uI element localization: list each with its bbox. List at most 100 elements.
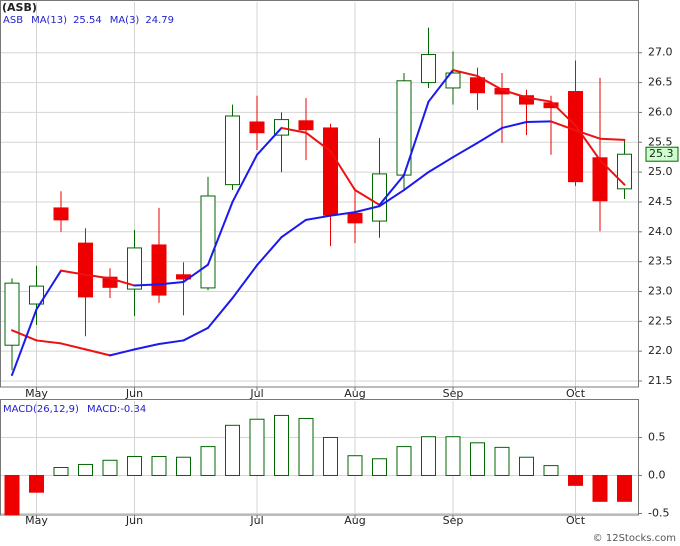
- macd-bar: [225, 424, 240, 476]
- macd-bar: [421, 436, 436, 476]
- macd-bar: [323, 436, 338, 476]
- ma-line-segment: [403, 100, 430, 177]
- y-tick-label: 24.0: [648, 225, 673, 238]
- ma-line-segment: [427, 156, 454, 174]
- footer: © 12Stocks.com: [593, 533, 676, 544]
- x-tick-label: Sep: [443, 514, 464, 527]
- plot-frame: [0, 399, 639, 516]
- y-tick-label: -0.5: [648, 506, 669, 519]
- ma-line-segment: [109, 348, 136, 357]
- ma-line-segment: [207, 297, 234, 329]
- ma-line-segment: [378, 174, 405, 206]
- macd-bar: [396, 446, 412, 476]
- y-tick-label: 22.0: [648, 344, 673, 357]
- y-tick-label: 23.0: [648, 284, 673, 297]
- candle-body: [78, 242, 93, 298]
- candle-body: [592, 157, 608, 202]
- ma-line-segment: [550, 100, 577, 127]
- legend-value: 25.54: [73, 15, 102, 26]
- ma-line-segment: [231, 153, 258, 203]
- candle-body: [151, 244, 167, 296]
- x-tick-label: Jun: [125, 387, 143, 400]
- ma-line-segment: [525, 120, 552, 123]
- legend: MACD(26,12,9) MACD:-0.34: [3, 404, 146, 415]
- ma-line-segment: [280, 126, 307, 134]
- candle-body: [200, 195, 216, 289]
- x-tick-label: May: [25, 387, 48, 400]
- ma-line-segment: [476, 75, 503, 91]
- ma-line-segment: [305, 131, 332, 153]
- macd-bar: [249, 418, 265, 476]
- ma-line-segment: [11, 308, 38, 377]
- macd-bar: [176, 456, 191, 476]
- legend-symbol: ASB: [3, 15, 23, 26]
- candle-body: [225, 115, 240, 186]
- y-tick-label: 24.5: [648, 195, 673, 208]
- y-tick-label: 0.5: [648, 430, 666, 443]
- macd-bar: [568, 474, 583, 486]
- candle-body: [323, 127, 338, 216]
- macd-bar: [4, 474, 20, 516]
- ma-line-segment: [574, 124, 601, 162]
- ma-line-segment: [354, 205, 381, 214]
- macd-bar: [127, 455, 142, 476]
- ma-line-segment: [354, 189, 381, 206]
- macd-bar: [519, 456, 534, 476]
- plot-frame: [0, 0, 639, 388]
- ma-line-segment: [305, 214, 332, 221]
- macd-bar: [494, 446, 510, 476]
- ma-line-segment: [109, 277, 136, 287]
- ma-line-segment: [231, 264, 258, 300]
- price-box: [645, 146, 679, 162]
- x-tick-label: Aug: [344, 387, 365, 400]
- legend-name: MA(3): [110, 15, 140, 26]
- y-tick-label: 26.0: [648, 105, 673, 118]
- macd-bar: [445, 436, 461, 476]
- ma-line-segment: [35, 339, 62, 345]
- price-label: 25.3: [649, 147, 674, 160]
- macd-bar: [617, 474, 632, 502]
- candle-body: [421, 54, 436, 84]
- ma-line-segment: [158, 280, 185, 286]
- x-tick-label: Sep: [443, 387, 464, 400]
- y-tick-label: 25.0: [648, 165, 673, 178]
- x-tick-label: Aug: [344, 514, 365, 527]
- ma-line-segment: [60, 342, 87, 351]
- ma-line-segment: [158, 339, 185, 346]
- macd-bar: [274, 414, 289, 476]
- macd-bar: [29, 474, 44, 493]
- candle-body: [4, 282, 20, 346]
- legend: ASB MA(13) 25.54 MA(3) 24.79: [3, 15, 174, 26]
- ma-line-segment: [182, 263, 209, 283]
- x-tick-label: Oct: [566, 387, 586, 400]
- macd-bar: [372, 458, 387, 476]
- candle-body: [298, 120, 314, 131]
- x-tick-label: Jun: [125, 514, 143, 527]
- legend-name: MA(13): [31, 15, 67, 26]
- y-tick-label: 26.5: [648, 76, 673, 89]
- ma-line-segment: [378, 189, 405, 208]
- y-tick-label: 21.5: [648, 374, 673, 387]
- ma-line-segment: [35, 269, 62, 311]
- ma-line-segment: [133, 283, 160, 287]
- legend-value: -0.34: [120, 404, 146, 415]
- x-tick-label: Oct: [566, 514, 586, 527]
- candle-body: [53, 207, 69, 221]
- ma-line-segment: [133, 343, 160, 351]
- macd-bar: [298, 417, 314, 476]
- ma-line-segment: [11, 329, 38, 342]
- ma-line-segment: [452, 69, 479, 78]
- ma-line-segment: [256, 126, 283, 156]
- x-tick-label: Jul: [249, 387, 263, 400]
- y-tick-label: 0.0: [648, 468, 666, 481]
- ma-line-segment: [550, 120, 577, 132]
- ma-line-segment: [501, 88, 528, 99]
- ma-line-segment: [329, 211, 356, 217]
- ma-line-segment: [60, 269, 87, 276]
- ma-line-segment: [84, 273, 111, 280]
- ma-line-segment: [280, 218, 307, 239]
- ma-line-segment: [256, 236, 283, 267]
- macd-bar: [78, 463, 93, 476]
